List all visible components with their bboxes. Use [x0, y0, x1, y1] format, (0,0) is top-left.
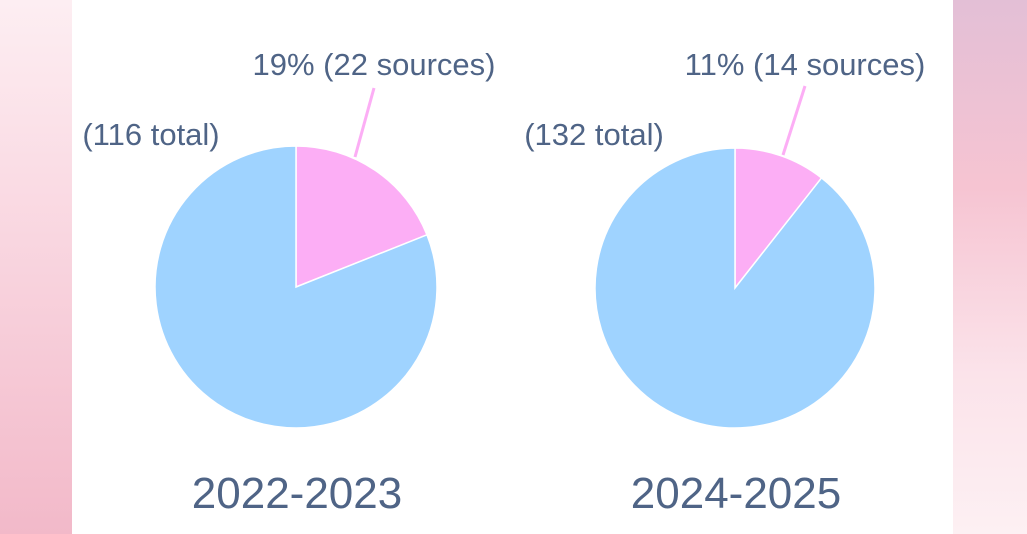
slice-leader-line: [781, 85, 807, 156]
left-pink-border: [0, 0, 72, 534]
pie-slice-remainder: [154, 145, 438, 429]
right-pink-border: [953, 0, 1027, 534]
slice-label-small: 11% (14 sources): [685, 47, 926, 82]
total-label: (116 total): [82, 117, 219, 152]
slice-label-small: 19% (22 sources): [253, 47, 496, 82]
pie-slice-remainder: [594, 147, 876, 429]
pie-title: 2024-2025: [631, 469, 841, 518]
pie-chart-2022-2023: 19% (22 sources) (116 total) 2022-2023: [82, 47, 495, 518]
pie-slices-2024-2025: [594, 147, 876, 429]
pie-title: 2022-2023: [192, 469, 402, 518]
total-label: (132 total): [524, 117, 664, 152]
slice-leader-line: [353, 87, 376, 158]
pie-chart-2024-2025: 11% (14 sources) (132 total) 2024-2025: [524, 47, 925, 518]
pie-slice-highlight: [295, 145, 428, 289]
pie-slices-2022-2023: [154, 145, 438, 429]
pie-slice-highlight: [734, 147, 823, 291]
